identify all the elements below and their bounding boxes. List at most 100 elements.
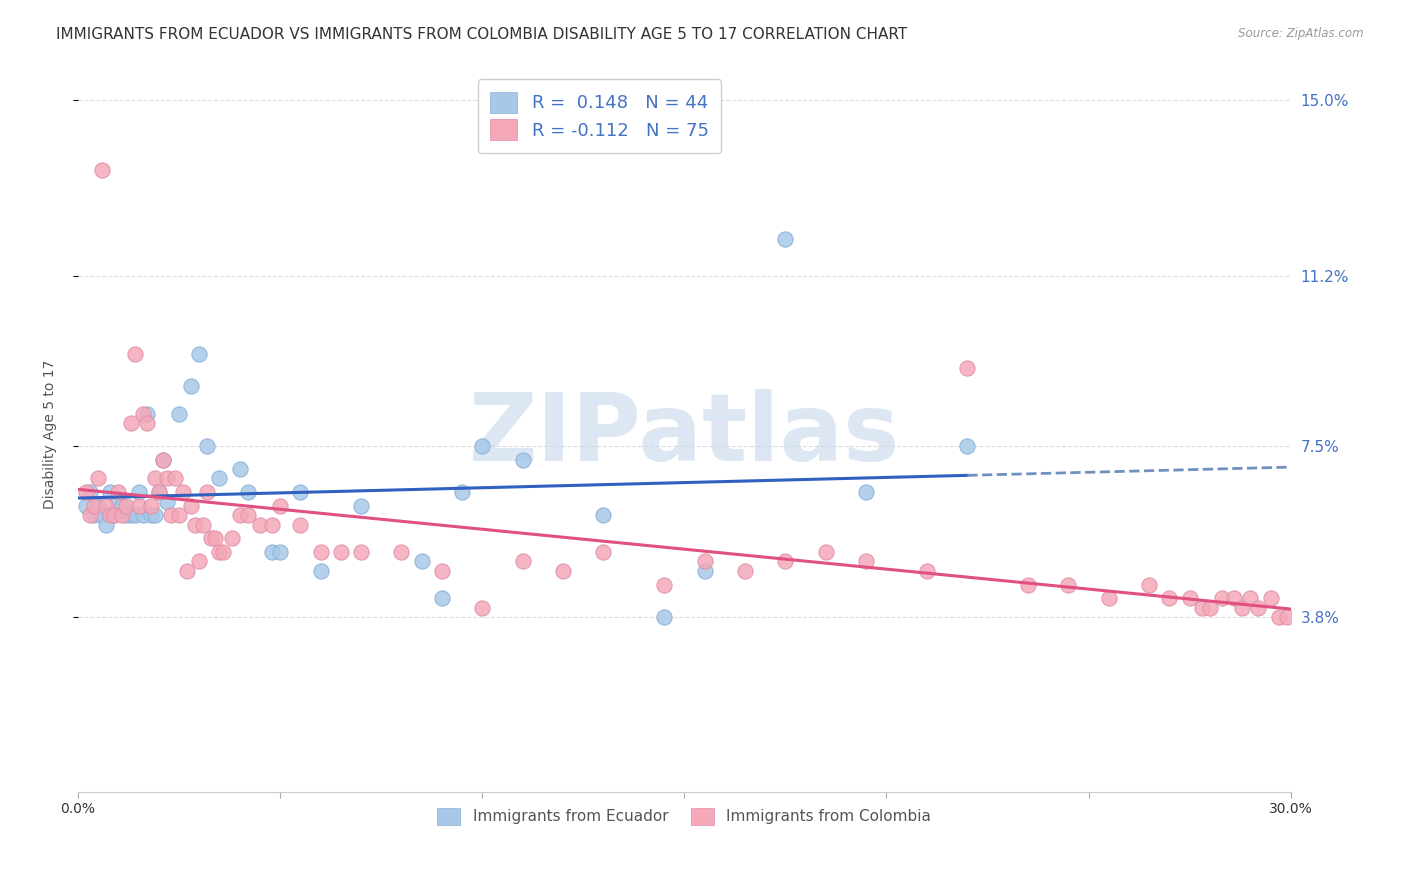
- Point: [652, 577, 675, 591]
- Point: [228, 462, 250, 476]
- Point: [188, 347, 211, 361]
- Point: [193, 517, 215, 532]
- Point: [1275, 609, 1298, 624]
- Point: [180, 499, 202, 513]
- Point: [430, 564, 453, 578]
- Point: [120, 508, 142, 523]
- Point: [124, 508, 146, 523]
- Point: [1191, 600, 1213, 615]
- Point: [592, 545, 614, 559]
- Point: [135, 407, 157, 421]
- Point: [236, 508, 259, 523]
- Point: [1232, 600, 1254, 615]
- Point: [1267, 609, 1289, 624]
- Point: [260, 545, 283, 559]
- Point: [96, 499, 118, 513]
- Text: Source: ZipAtlas.com: Source: ZipAtlas.com: [1239, 27, 1364, 40]
- Point: [75, 499, 97, 513]
- Point: [172, 485, 194, 500]
- Point: [1199, 600, 1222, 615]
- Y-axis label: Disability Age 5 to 17: Disability Age 5 to 17: [44, 360, 58, 509]
- Legend: Immigrants from Ecuador, Immigrants from Colombia: Immigrants from Ecuador, Immigrants from…: [429, 798, 941, 834]
- Point: [87, 499, 110, 513]
- Point: [471, 439, 494, 453]
- Point: [1159, 591, 1181, 606]
- Point: [269, 545, 291, 559]
- Point: [956, 360, 979, 375]
- Point: [269, 499, 291, 513]
- Point: [184, 517, 207, 532]
- Point: [775, 232, 797, 246]
- Point: [309, 564, 332, 578]
- Point: [188, 554, 211, 568]
- Point: [195, 439, 218, 453]
- Point: [855, 554, 877, 568]
- Point: [734, 564, 756, 578]
- Point: [1137, 577, 1160, 591]
- Point: [83, 499, 105, 513]
- Point: [855, 485, 877, 500]
- Point: [167, 508, 190, 523]
- Point: [120, 416, 142, 430]
- Point: [814, 545, 837, 559]
- Point: [228, 508, 250, 523]
- Point: [249, 517, 271, 532]
- Point: [208, 471, 231, 485]
- Point: [512, 554, 534, 568]
- Point: [1178, 591, 1201, 606]
- Point: [96, 517, 118, 532]
- Point: [180, 379, 202, 393]
- Point: [693, 554, 716, 568]
- Text: ZIPatlas: ZIPatlas: [468, 389, 900, 481]
- Point: [79, 508, 101, 523]
- Point: [260, 517, 283, 532]
- Point: [111, 508, 134, 523]
- Point: [107, 494, 129, 508]
- Point: [290, 517, 312, 532]
- Point: [592, 508, 614, 523]
- Point: [221, 532, 243, 546]
- Point: [148, 485, 170, 500]
- Point: [139, 499, 162, 513]
- Point: [1260, 591, 1282, 606]
- Point: [350, 499, 373, 513]
- Point: [111, 499, 134, 513]
- Point: [128, 499, 150, 513]
- Point: [329, 545, 352, 559]
- Point: [139, 508, 162, 523]
- Point: [236, 485, 259, 500]
- Point: [693, 564, 716, 578]
- Point: [775, 554, 797, 568]
- Point: [915, 564, 938, 578]
- Point: [143, 471, 166, 485]
- Point: [309, 545, 332, 559]
- Point: [652, 609, 675, 624]
- Point: [115, 508, 138, 523]
- Point: [148, 485, 170, 500]
- Point: [75, 485, 97, 500]
- Point: [1211, 591, 1233, 606]
- Point: [91, 162, 114, 177]
- Point: [551, 564, 574, 578]
- Point: [98, 508, 121, 523]
- Point: [163, 471, 186, 485]
- Point: [79, 485, 101, 500]
- Point: [131, 407, 153, 421]
- Point: [103, 508, 125, 523]
- Point: [143, 508, 166, 523]
- Point: [124, 347, 146, 361]
- Point: [956, 439, 979, 453]
- Point: [200, 532, 222, 546]
- Point: [176, 564, 198, 578]
- Point: [91, 508, 114, 523]
- Point: [107, 485, 129, 500]
- Point: [1247, 600, 1270, 615]
- Point: [195, 485, 218, 500]
- Point: [430, 591, 453, 606]
- Point: [411, 554, 433, 568]
- Point: [156, 494, 179, 508]
- Point: [156, 471, 179, 485]
- Point: [160, 508, 183, 523]
- Point: [204, 532, 226, 546]
- Point: [471, 600, 494, 615]
